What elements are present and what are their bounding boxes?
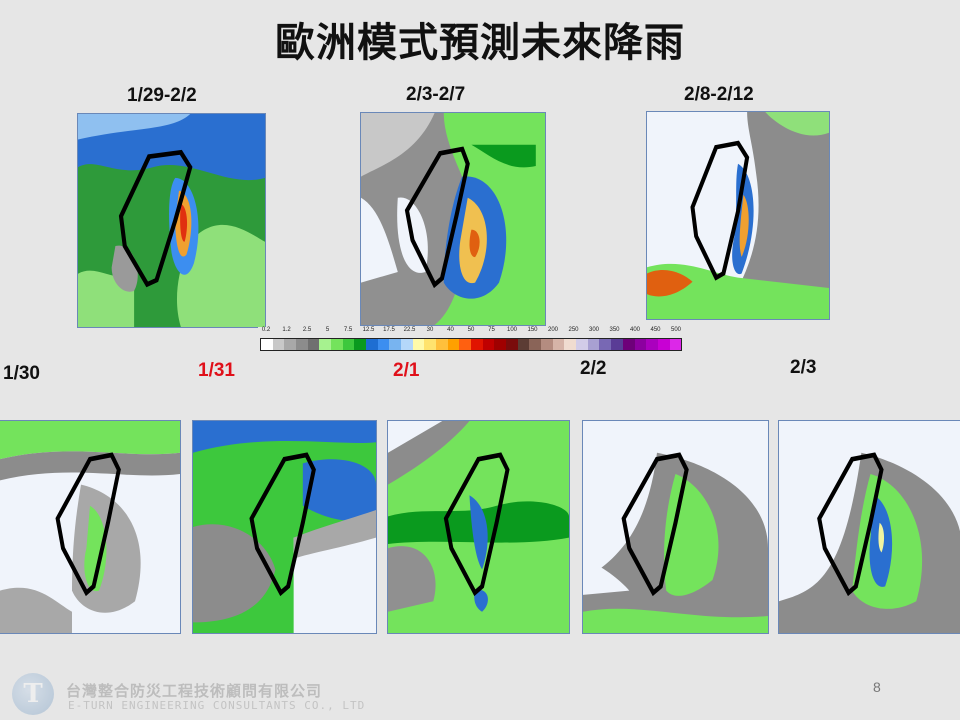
colorbar-tick: 1.2 (282, 327, 291, 333)
colorbar-swatch (389, 339, 402, 350)
colorbar-tick: 22.5 (403, 327, 416, 333)
colorbar-swatch (436, 339, 448, 350)
colorbar-tick: 350 (609, 327, 620, 333)
colorbar-tick-labels: 0.2 1.2 2.5 5 7.5 12.5 17.5 22.5 30 40 50 75 100 150 2… (258, 327, 684, 337)
rainfall-colorbar: 0.2 1.2 2.5 5 7.5 12.5 17.5 22.5 30 40 50 75 100 150 2… (258, 327, 684, 351)
rainfall-map-1-30 (0, 420, 181, 634)
colorbar-swatch (471, 339, 483, 350)
colorbar-tick: 200 (547, 327, 559, 333)
colorbar-swatch (412, 339, 425, 350)
colorbar-swatch (296, 339, 308, 350)
rainfall-contours (779, 421, 960, 633)
colorbar-swatch (517, 339, 530, 350)
colorbar-swatch (307, 339, 320, 350)
page-number: 8 (873, 679, 881, 695)
rainfall-contours (647, 112, 829, 319)
slide-title: 歐洲模式預測未來降雨 (275, 20, 685, 66)
colorbar-swatch (622, 339, 635, 350)
colorbar-tick: 17.5 (383, 327, 395, 333)
colorbar-swatch (529, 339, 542, 350)
rainfall-contours (193, 421, 376, 633)
colorbar-tick: 250 (568, 327, 579, 333)
colorbar-tick: 100 (506, 327, 518, 333)
panel-label-2-8-2-12: 2/8-2/12 (684, 84, 754, 105)
rainfall-map-2-8-2-12 (646, 111, 830, 320)
rainfall-map-2-1 (387, 420, 570, 634)
colorbar-tick: 30 (426, 327, 434, 333)
panel-label-2-1: 2/1 (393, 360, 420, 381)
colorbar-swatch (284, 339, 297, 350)
colorbar-swatch (494, 339, 507, 350)
colorbar-tick: 300 (588, 327, 600, 333)
colorbar-tick: 0.2 (261, 327, 271, 333)
colorbar-swatch (634, 339, 647, 350)
colorbar-swatch (611, 339, 623, 350)
colorbar-tick: 2.5 (302, 327, 312, 333)
colorbar-swatch (576, 339, 588, 350)
rainfall-map-1-29-2-2 (77, 113, 266, 328)
panel-label-2-3-2-7: 2/3-2/7 (406, 84, 466, 105)
rainfall-map-1-31 (192, 420, 377, 634)
colorbar-swatches (260, 338, 682, 351)
colorbar-swatch (354, 339, 367, 350)
colorbar-swatch (552, 339, 565, 350)
colorbar-swatch (401, 339, 413, 350)
colorbar-swatch (541, 339, 553, 350)
colorbar-swatch (424, 339, 437, 350)
colorbar-tick: 5 (325, 327, 330, 333)
rainfall-map-2-2 (582, 420, 769, 634)
panel-label-1-29-2-2: 1/29-2/2 (127, 85, 197, 106)
colorbar-tick: 40 (447, 327, 454, 333)
panel-label-2-2: 2/2 (580, 358, 607, 379)
colorbar-swatch (459, 339, 472, 350)
colorbar-swatch (669, 339, 682, 350)
colorbar-swatch (331, 339, 343, 350)
rainfall-contours (361, 113, 545, 325)
colorbar-swatch (261, 339, 273, 350)
colorbar-tick: 75 (488, 327, 495, 333)
rainfall-contours (0, 421, 180, 633)
company-name-chinese: 台灣整合防災工程技術顧問有限公司 (66, 682, 323, 700)
rainfall-map-2-3 (778, 420, 960, 634)
colorbar-swatch (506, 339, 518, 350)
rainfall-contours (583, 421, 768, 633)
rainfall-contours (388, 421, 569, 633)
colorbar-swatch (587, 339, 600, 350)
colorbar-tick: 50 (467, 327, 475, 333)
panel-label-1-30: 1/30 (3, 363, 40, 384)
colorbar-swatch (657, 339, 670, 350)
colorbar-tick: 400 (629, 327, 641, 333)
rainfall-contours (78, 114, 265, 327)
colorbar-swatch (342, 339, 355, 350)
colorbar-swatch (319, 339, 332, 350)
colorbar-tick: 12.5 (362, 327, 375, 333)
colorbar-tick: 450 (650, 327, 661, 333)
colorbar-swatch (564, 339, 577, 350)
colorbar-swatch (272, 339, 285, 350)
colorbar-swatch (377, 339, 390, 350)
rainfall-map-2-3-2-7 (360, 112, 546, 326)
colorbar-swatch (447, 339, 460, 350)
colorbar-swatch (366, 339, 378, 350)
company-logo: T (12, 673, 54, 715)
colorbar-swatch (599, 339, 612, 350)
colorbar-swatch (646, 339, 658, 350)
colorbar-tick: 500 (670, 327, 682, 333)
colorbar-tick: 150 (527, 327, 538, 333)
colorbar-swatch (482, 339, 495, 350)
company-name-english: E-TURN ENGINEERING CONSULTANTS CO., LTD (68, 699, 366, 712)
panel-label-2-3: 2/3 (790, 357, 817, 378)
colorbar-tick: 7.5 (343, 327, 353, 333)
panel-label-1-31: 1/31 (198, 360, 235, 381)
